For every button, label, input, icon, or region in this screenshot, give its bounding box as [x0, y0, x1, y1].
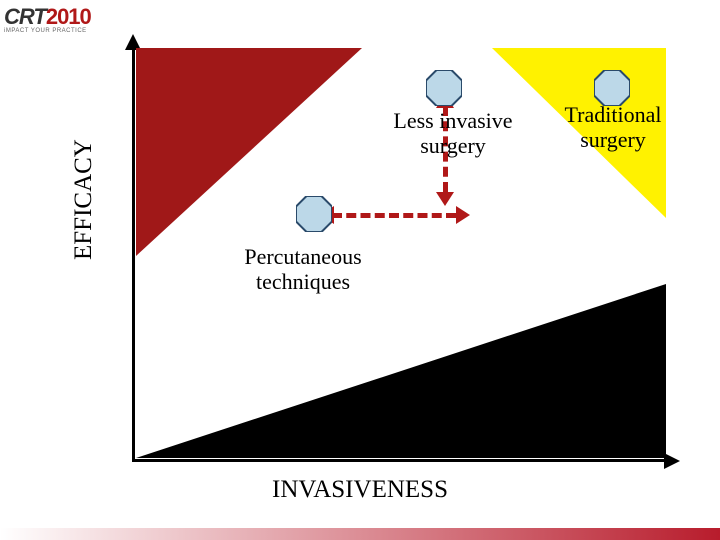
chart-plot-area: Less invasive surgery Traditional surger…	[132, 48, 666, 462]
marker-octagon-top-right	[594, 70, 630, 106]
label-line1: Percutaneous	[244, 244, 361, 269]
y-axis-label: EFFICACY	[70, 139, 98, 260]
x-axis-arrowhead	[664, 453, 680, 469]
marker-octagon-mid	[296, 196, 332, 232]
marker-octagon-top-mid	[426, 70, 462, 106]
logo-year: 2010	[46, 4, 91, 29]
label-line2: techniques	[256, 269, 350, 294]
logo-tagline: iMPACT YOUR PRACTICE	[4, 28, 120, 34]
label-line2: surgery	[420, 133, 486, 158]
footer-gradient-bar	[0, 528, 720, 540]
x-axis-label: INVASIVENESS	[0, 476, 720, 504]
vertical-arrowhead-down	[436, 192, 454, 206]
label-percutaneous: Percutaneous techniques	[218, 244, 388, 295]
label-line2: surgery	[580, 127, 646, 152]
label-traditional: Traditional surgery	[548, 102, 678, 153]
label-less-invasive: Less invasive surgery	[368, 108, 538, 159]
horizontal-dashed-arrow	[332, 213, 456, 218]
label-line1: Traditional	[565, 102, 662, 127]
label-line1: Less invasive	[393, 108, 512, 133]
horizontal-arrowhead-right	[456, 206, 470, 224]
label-bad: BAD	[472, 390, 552, 415]
logo-brand: CRT	[4, 4, 46, 29]
brand-logo: CRT2010 iMPACT YOUR PRACTICE	[4, 4, 120, 40]
